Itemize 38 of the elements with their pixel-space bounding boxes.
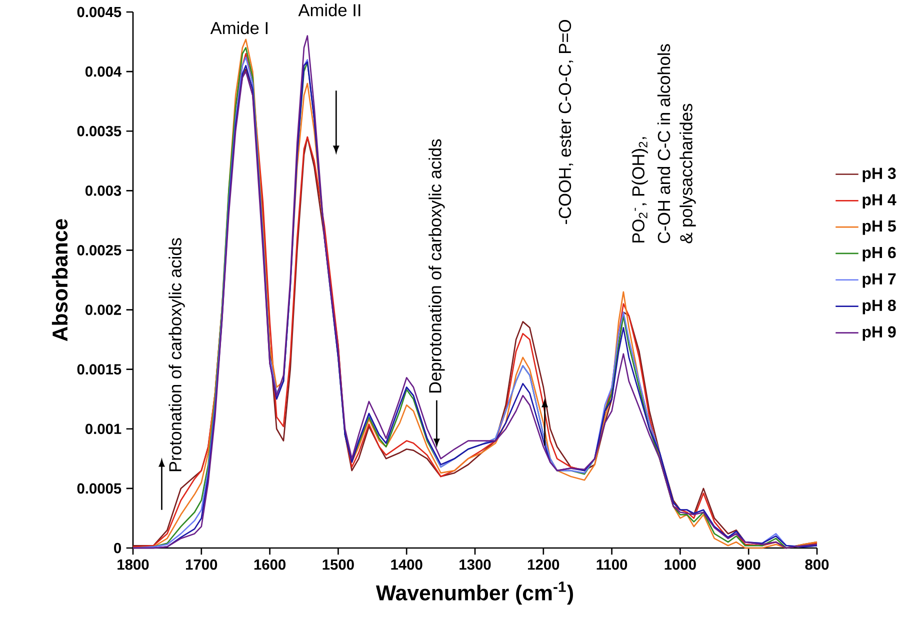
legend-label: pH 5 [862, 220, 896, 235]
x-tick-label: 800 [805, 559, 829, 570]
annotation: Amide I [210, 21, 268, 34]
legend-label: pH 4 [862, 194, 896, 209]
y-tick-label: 0.0035 [77, 126, 122, 136]
x-tick-label: 1800 [118, 559, 149, 570]
x-tick-label: 1000 [664, 559, 696, 570]
y-tick-label: 0.004 [85, 66, 122, 77]
legend-label: pH 3 [862, 168, 896, 182]
legend-label: pH 8 [862, 300, 896, 314]
annotation: Amide II [298, 4, 360, 16]
annotation: -COOH, ester C-O-C, P=O [558, 20, 574, 224]
x-tick-label: 1200 [528, 559, 560, 570]
x-axis-title: Wavenumber (cm$^{-1}$) [376, 582, 573, 605]
legend-label: pH 9 [862, 326, 896, 341]
annotation: C-OH and C-C in alcohols [657, 44, 670, 243]
legend-label: pH 7 [862, 273, 896, 288]
x-tick-label: 1100 [596, 559, 628, 570]
y-tick-label: 0.003 [85, 185, 122, 196]
x-tick-label: 1600 [254, 559, 286, 570]
x-tick-label: 900 [736, 559, 760, 570]
y-tick-label: 0.0025 [77, 245, 122, 256]
annotation: Protonation of carboxylic acids [168, 238, 185, 472]
x-tick-label: 1400 [391, 559, 422, 570]
x-tick-label: 1300 [460, 559, 491, 570]
y-axis-title: Absorbance [52, 219, 68, 342]
y-tick-label: 0.001 [85, 424, 122, 434]
annotation: Deprotonation of carboxylic acids [428, 139, 445, 393]
y-tick-label: 0.0015 [77, 364, 122, 375]
annotation: & polysaccharides [680, 104, 696, 244]
annotation: PO$_{2}$$^{-}$, P(OH)$_{2}$, [632, 137, 648, 242]
y-tick-label: 0 [114, 542, 122, 554]
y-tick-label: 0.0005 [77, 483, 122, 494]
x-tick-label: 1700 [186, 559, 218, 570]
y-tick-label: 0.0045 [77, 6, 122, 18]
legend-label: pH 6 [862, 246, 896, 262]
y-tick-label: 0.002 [85, 304, 122, 315]
x-tick-label: 1500 [322, 559, 354, 570]
